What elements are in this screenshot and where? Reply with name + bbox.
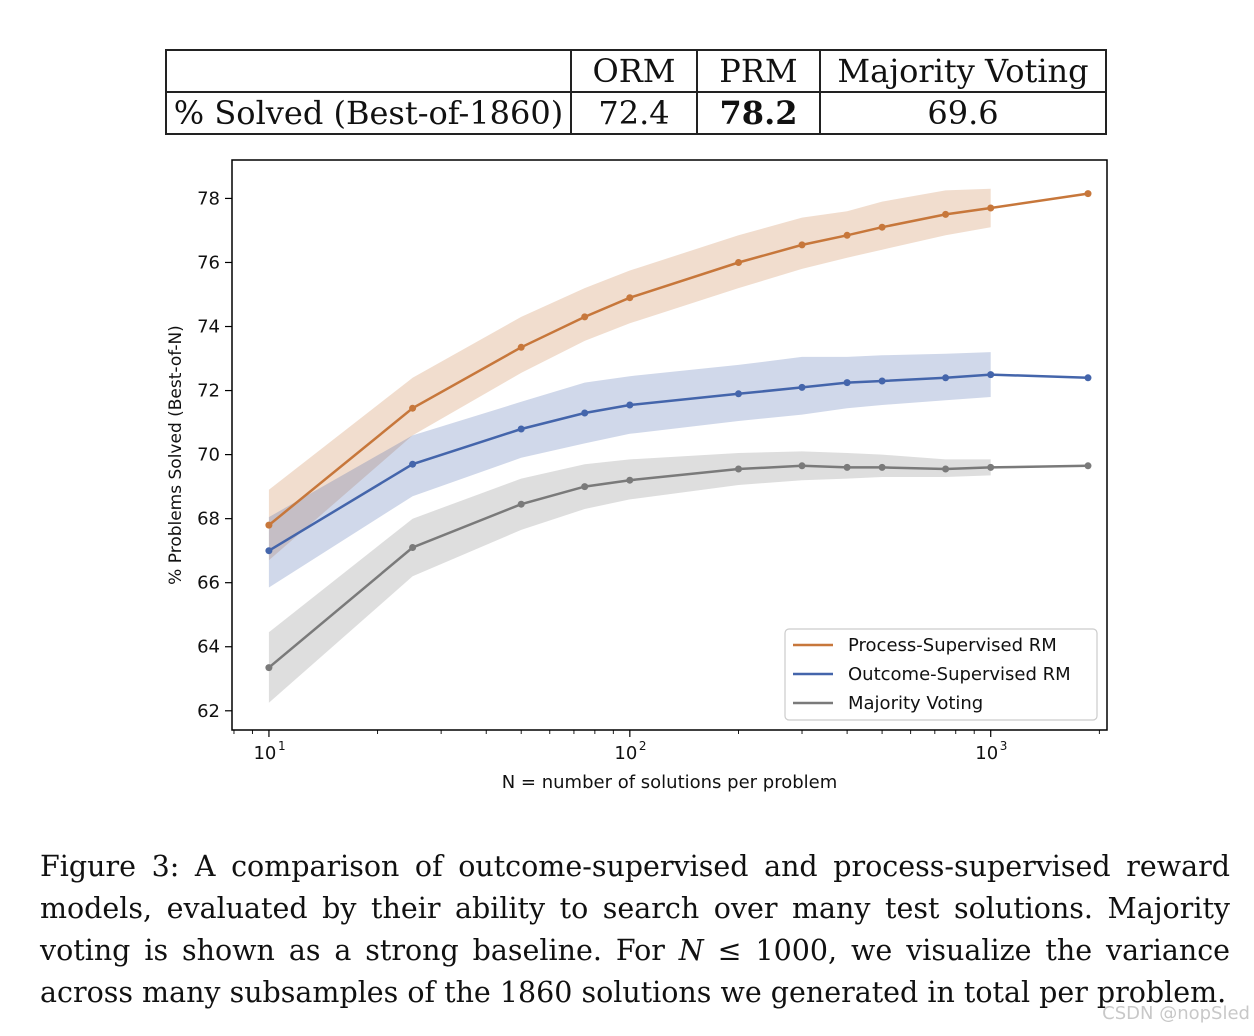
watermark: CSDN @nopSled <box>1102 1003 1250 1024</box>
x-axis: 10 1 10 2 10 3 <box>233 730 1100 764</box>
x-tick-base: 10 <box>975 743 998 764</box>
table-header-row: ORM PRM Majority Voting <box>165 49 1107 93</box>
majority-voting-point <box>517 500 525 508</box>
x-tick-exponent: 2 <box>639 739 647 753</box>
y-axis-label: % Problems Solved (Best-of-N) <box>166 325 186 585</box>
process-supervised-rm-point <box>581 313 589 321</box>
majority-voting-point <box>581 483 589 491</box>
y-tick-label: 74 <box>197 317 220 338</box>
variance-bands <box>268 188 991 703</box>
outcome-supervised-rm-point <box>798 383 806 391</box>
process-supervised-rm-point <box>798 241 806 249</box>
process-supervised-rm-point <box>942 210 950 218</box>
y-tick-label: 68 <box>197 509 220 530</box>
outcome-supervised-rm-point <box>942 374 950 382</box>
x-tick-exponent: 3 <box>1000 739 1008 753</box>
table-value-majority-voting: 69.6 <box>819 91 1107 135</box>
process-supervised-rm-point <box>843 231 851 239</box>
process-supervised-rm-line <box>268 192 1089 527</box>
process-supervised-rm-point <box>409 404 417 412</box>
majority-voting-point <box>626 476 634 484</box>
y-tick-label: 64 <box>197 637 220 658</box>
majority-voting-band <box>268 451 991 703</box>
caption-math-variable: N <box>678 934 704 967</box>
y-tick-label: 72 <box>197 381 220 402</box>
process-supervised-rm-point <box>987 204 995 212</box>
x-tick-label: 10 2 <box>614 739 646 764</box>
results-table: ORM PRM Majority Voting % Solved (Best-o… <box>165 49 1107 135</box>
x-tick-base: 10 <box>253 743 276 764</box>
majority-voting-point <box>265 664 273 672</box>
outcome-supervised-rm-point <box>265 547 273 555</box>
y-tick-label: 78 <box>197 188 220 209</box>
majority-voting-point <box>843 463 851 471</box>
table-value-prm: 78.2 <box>696 91 821 135</box>
table-header-orm: ORM <box>570 49 698 93</box>
majority-voting-point <box>987 463 995 471</box>
outcome-supervised-rm-point <box>878 377 886 385</box>
x-axis-label: N = number of solutions per problem <box>502 772 838 793</box>
table-row: % Solved (Best-of-1860) 72.4 78.2 69.6 <box>165 91 1107 135</box>
majority-voting-point <box>798 462 806 470</box>
x-tick-label: 10 1 <box>253 739 285 764</box>
process-supervised-rm-point <box>517 343 525 351</box>
y-tick-label: 70 <box>197 445 220 466</box>
legend-box <box>784 628 1098 721</box>
caption-math-rest: ≤ 1000, <box>717 934 838 967</box>
figure-caption: Figure 3: A comparison of outcome-superv… <box>40 846 1230 1014</box>
outcome-supervised-rm-point <box>987 371 995 379</box>
table-header-prm: PRM <box>696 49 821 93</box>
x-tick-exponent: 1 <box>278 739 286 753</box>
outcome-supervised-rm-point <box>409 460 417 468</box>
table-row-label: % Solved (Best-of-1860) <box>165 91 572 135</box>
majority-voting-point <box>878 463 886 471</box>
process-supervised-rm-point <box>265 521 273 529</box>
caption-text-before-math: A comparison of outcome-supervised and p… <box>40 850 1230 967</box>
legend-label-outcome-supervised-rm: Outcome-Supervised RM <box>848 664 1071 685</box>
outcome-supervised-rm-point <box>581 409 589 417</box>
process-supervised-rm-point <box>1084 190 1092 198</box>
series-points <box>265 190 1092 672</box>
majority-voting-point <box>735 465 742 473</box>
table-value-orm: 72.4 <box>570 91 698 135</box>
caption-text-after-math: we visualize the variance across many su… <box>40 934 1231 1009</box>
caption-label: Figure 3: <box>40 850 180 883</box>
plot-frame <box>231 159 1108 731</box>
table-header-majority-voting: Majority Voting <box>819 49 1107 93</box>
outcome-supervised-rm-point <box>843 379 851 387</box>
series-lines <box>268 192 1089 669</box>
majority-voting-point <box>942 465 950 473</box>
process-supervised-rm-band <box>268 188 991 561</box>
outcome-supervised-rm-point <box>626 401 634 409</box>
table-header-empty <box>165 49 572 93</box>
legend-label-majority-voting: Majority Voting <box>848 693 983 714</box>
y-tick-label: 66 <box>197 573 220 594</box>
majority-voting-point <box>1084 462 1092 470</box>
y-axis: 62 64 66 68 70 72 74 76 78 <box>197 188 232 722</box>
outcome-supervised-rm-point <box>735 390 742 398</box>
outcome-supervised-rm-line <box>268 373 1089 552</box>
outcome-supervised-rm-point <box>1084 374 1092 382</box>
x-tick-base: 10 <box>614 743 637 764</box>
x-tick-label: 10 3 <box>975 739 1007 764</box>
y-tick-label: 76 <box>197 252 220 273</box>
process-supervised-rm-point <box>735 259 742 266</box>
legend: Process-Supervised RM Outcome-Supervised … <box>784 628 1098 721</box>
majority-voting-line <box>268 464 1089 669</box>
legend-label-process-supervised-rm: Process-Supervised RM <box>848 635 1057 656</box>
process-supervised-rm-point <box>626 294 634 302</box>
outcome-supervised-rm-band <box>268 352 991 588</box>
y-tick-label: 62 <box>197 701 220 722</box>
outcome-supervised-rm-point <box>517 425 525 433</box>
majority-voting-point <box>409 544 417 551</box>
process-supervised-rm-point <box>878 223 886 231</box>
